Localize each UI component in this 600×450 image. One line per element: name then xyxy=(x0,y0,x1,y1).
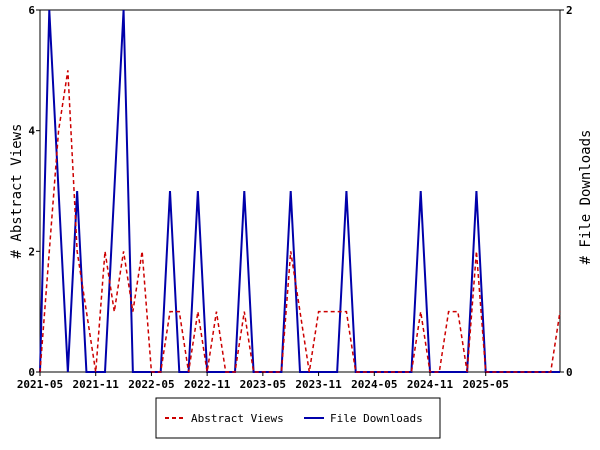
x-tick-label: 2024-05 xyxy=(351,378,397,391)
x-tick-label: 2022-11 xyxy=(184,378,231,391)
plot-area xyxy=(39,9,561,373)
x-tick-label: 2025-05 xyxy=(463,378,509,391)
left-y-tick-label: 4 xyxy=(28,125,35,138)
left-y-tick-label: 2 xyxy=(28,245,35,258)
x-tick-label: 2023-05 xyxy=(240,378,286,391)
right-y-tick-label: 2 xyxy=(566,4,573,17)
lines-layer xyxy=(39,9,561,373)
series-line-file-downloads xyxy=(39,9,560,373)
left-y-tick-label: 0 xyxy=(28,366,35,379)
x-tick-label: 2022-05 xyxy=(128,378,174,391)
legend-label-file-downloads: File Downloads xyxy=(330,412,423,425)
legend-label-abstract-views: Abstract Views xyxy=(191,412,284,425)
left-y-tick-label: 6 xyxy=(28,4,35,17)
legend: Abstract Views File Downloads xyxy=(155,397,441,439)
right-axis-title: # File Downloads xyxy=(578,130,594,265)
legend-box xyxy=(155,397,441,439)
x-tick-label: 2021-05 xyxy=(17,378,63,391)
left-axis-title: # Abstract Views xyxy=(9,124,25,259)
x-tick-label: 2023-11 xyxy=(295,378,342,391)
x-tick-label: 2021-11 xyxy=(73,378,120,391)
right-y-tick-label: 0 xyxy=(566,366,573,379)
series-line-abstract-views xyxy=(39,70,561,373)
ticks-layer: 0 2 4 6 0 2 2021-05 2021-11 2022-05 2022-11 2023-0… xyxy=(17,4,573,391)
x-tick-label: 2024-11 xyxy=(407,378,454,391)
